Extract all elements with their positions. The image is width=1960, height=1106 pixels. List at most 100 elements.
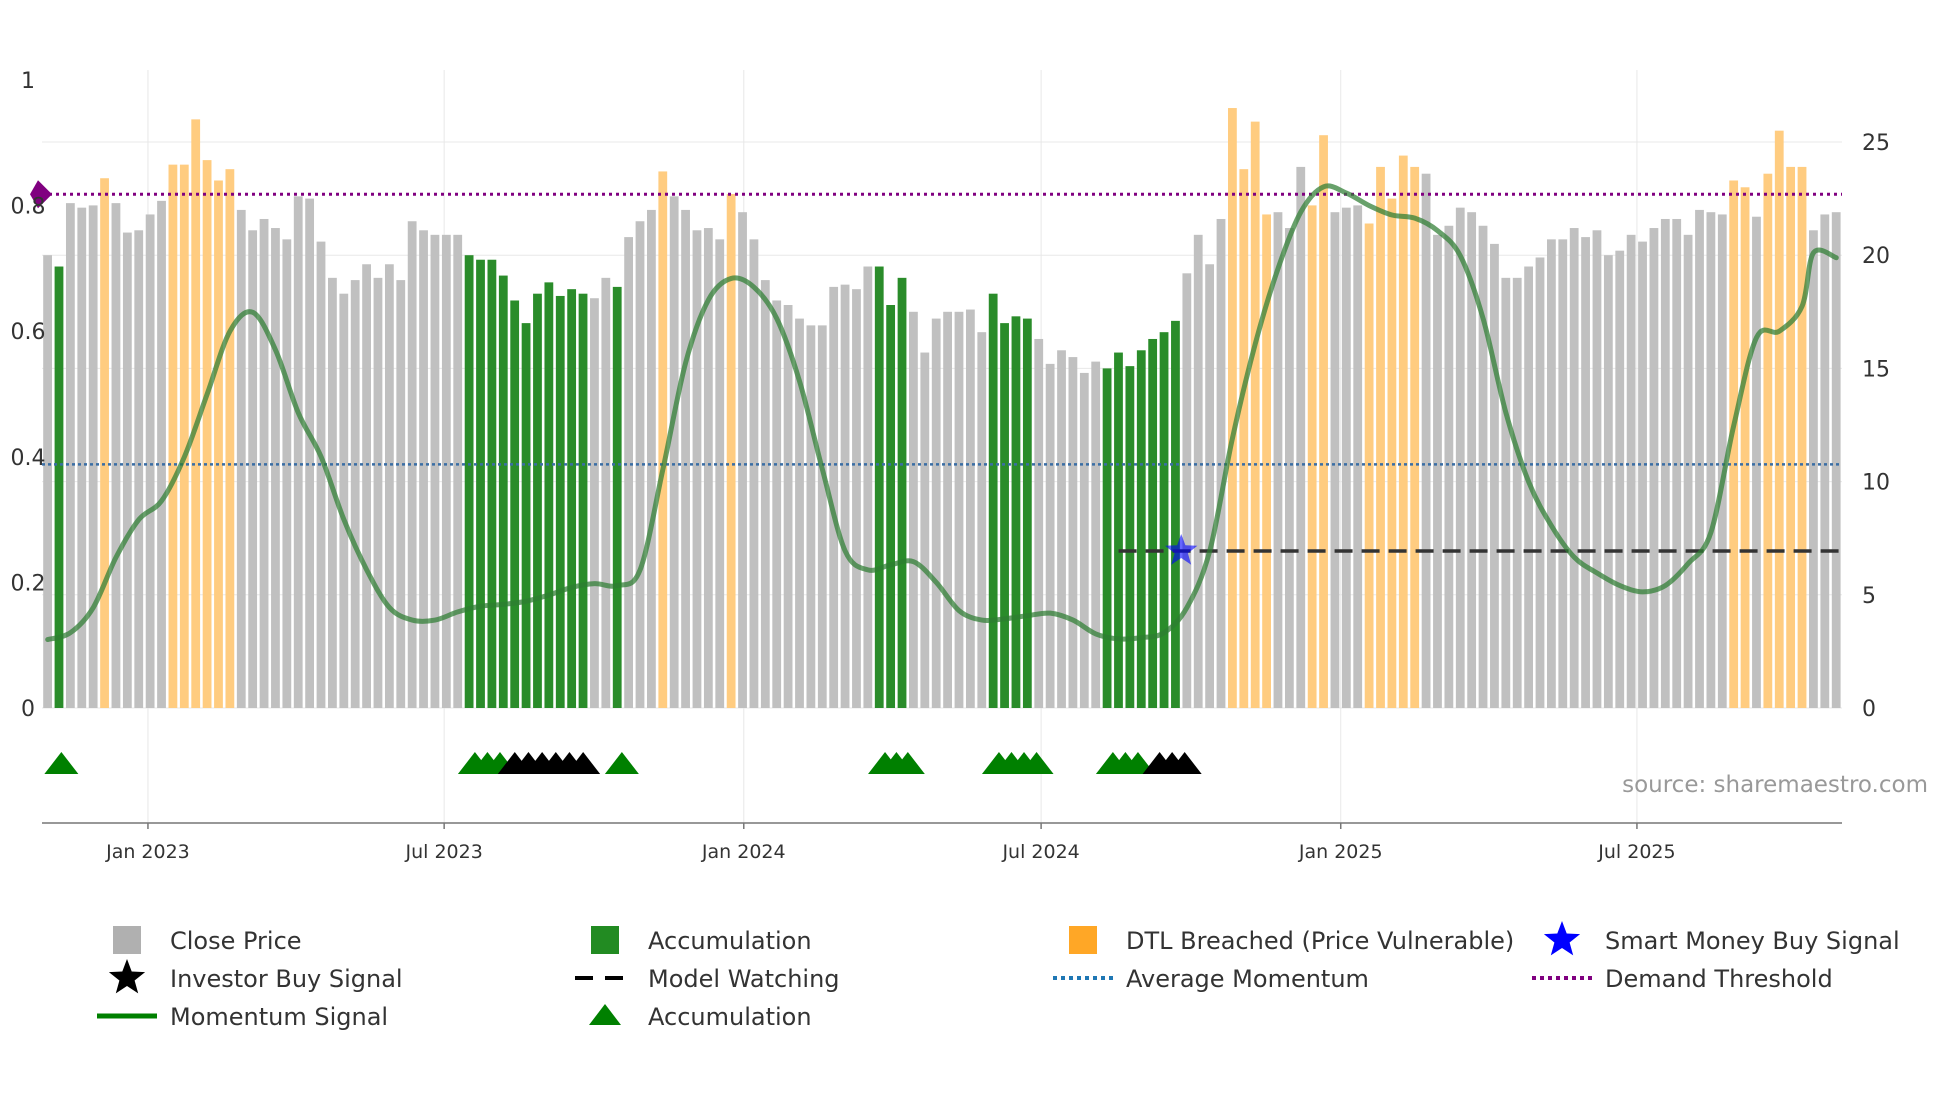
dtl-breached-bar [1410,166,1420,709]
price-bar [590,298,599,708]
legend-item: Accumulation [589,1003,812,1031]
legend-swatch [591,926,619,954]
price-bar [1193,234,1203,708]
smart-money-buy-star [1165,534,1198,565]
price-bar [1273,212,1283,708]
legend-star-icon [1543,921,1581,956]
accumulation-marker [890,752,925,774]
price-bar [669,196,679,708]
price-bar [1683,234,1693,708]
price-bar [88,205,98,708]
legend: Close Price Accumulation DTL Breached (Pri… [97,921,1900,1031]
price-bar [1330,212,1340,708]
price-bar [1182,273,1192,708]
dtl-breached-bar [179,164,189,708]
dtl-breached-bar [1319,135,1328,708]
accumulation-bar [1148,338,1158,708]
accumulation-bar [1136,350,1146,708]
x-axis-tick-label: Jan 2024 [701,841,786,863]
accumulation-bar [1000,323,1009,708]
dtl-breached-bar [191,119,201,709]
x-axis-tick-label: Jan 2025 [1298,841,1383,863]
price-bar [795,318,804,708]
price-bar [453,234,463,708]
price-bar [305,198,315,708]
dtl-breached-bar [726,194,736,708]
price-bar [1045,363,1055,708]
legend-item: Model Watching [575,965,840,993]
legend-item: Average Momentum [1053,965,1369,993]
dtl-breached-bar [1786,166,1796,709]
price-bar [1433,234,1442,708]
price-bar [1603,255,1613,708]
dtl-breached-bar [658,171,668,708]
price-bar [863,266,873,708]
price-bar [1809,230,1818,708]
price-bars [43,108,1841,709]
dtl-breached-bar [1239,169,1249,709]
right-axis-tick-label: 10 [1862,471,1890,496]
left-axis-tick-label: 0.4 [11,446,46,471]
price-bar [852,289,861,708]
price-bar [271,228,280,709]
price-bar [943,311,952,708]
price-bar [1444,225,1454,708]
price-bar [954,311,964,708]
x-axis-tick-label: Jul 2023 [404,841,482,863]
dtl-breached-bar [1250,121,1260,708]
price-bar [1638,241,1647,708]
price-bar [384,264,394,708]
price-bar [1615,250,1625,708]
x-axis-tick-label: Jul 2025 [1597,841,1675,863]
legend-label: Accumulation [648,927,812,955]
price-bar [1478,225,1488,708]
dtl-breached-bar [1763,173,1773,709]
dtl-breached-bar [1307,205,1317,708]
price-bar [1057,350,1066,708]
legend-label: Smart Money Buy Signal [1605,927,1900,955]
legend-label: DTL Breached (Price Vulnerable) [1126,927,1514,955]
dtl-breached-bar [1376,166,1385,709]
legend-item: DTL Breached (Price Vulnerable) [1069,926,1514,955]
accumulation-bar [612,286,622,708]
price-bar [293,196,303,708]
legend-label: Demand Threshold [1605,965,1833,993]
momentum-signal-layer [45,183,1839,643]
price-bar [1558,239,1568,709]
price-bar [1455,207,1465,708]
dtl-breached-bar [1387,198,1397,708]
right-axis-tick-label: 25 [1862,131,1890,156]
price-bar [145,214,155,708]
accumulation-bar [544,282,554,708]
price-bar [829,286,839,708]
reference-lines [30,180,1842,553]
momentum-signal-line [45,183,1839,643]
price-bar [840,284,850,708]
price-bar [1284,228,1294,709]
legend-item: Smart Money Buy Signal [1543,921,1900,956]
price-bar [817,325,827,708]
legend-label: Close Price [170,927,302,955]
price-bar [430,234,440,708]
price-bar [703,228,713,709]
right-axis-tick-label: 15 [1862,357,1890,382]
price-bar [122,232,132,708]
legend-item: Demand Threshold [1532,965,1833,993]
price-bar [1467,212,1477,708]
price-bar [1501,277,1511,708]
accumulation-marker [44,752,79,774]
price-bar [396,280,406,708]
dtl-breached-bar [225,169,235,709]
price-bar [1512,277,1522,708]
legend-label: Average Momentum [1126,965,1369,993]
demand-threshold-marker [30,180,52,209]
accumulation-bar [487,259,497,708]
price-bar [806,325,816,708]
price-bar [1752,216,1761,708]
price-bar [1353,205,1363,708]
price-bar [965,309,975,708]
price-bar [65,203,75,709]
price-bar [1068,357,1078,708]
